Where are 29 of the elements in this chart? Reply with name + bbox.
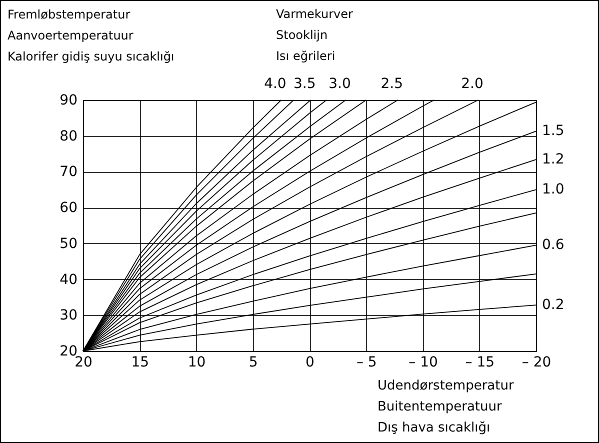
series-label: 3.0 bbox=[328, 76, 351, 92]
legend-title: Varmekurver Stooklijn Isı eğrileri bbox=[276, 7, 354, 63]
series-label: 1.2 bbox=[542, 152, 564, 168]
x-tick-label: – 5 bbox=[356, 354, 377, 370]
x-tick-label: – 20 bbox=[522, 354, 552, 370]
y-tick-label: 90 bbox=[60, 92, 78, 108]
x-tick-label: – 10 bbox=[408, 354, 438, 370]
series-label: 1.5 bbox=[542, 123, 564, 140]
y-tick-label: 80 bbox=[60, 128, 78, 144]
x-axis-title: Udendørstemperatur Buitentemperatuur Dış hava sıcaklığı bbox=[378, 378, 514, 436]
x-tick-label: – 15 bbox=[465, 354, 495, 370]
series-label: 3.5 bbox=[294, 76, 316, 92]
y-tick-label: 30 bbox=[60, 308, 78, 324]
series-label: 4.0 bbox=[264, 76, 286, 92]
series-label: 1.0 bbox=[542, 182, 564, 198]
series-label: 2.5 bbox=[380, 76, 403, 92]
series-label: 2.0 bbox=[461, 76, 484, 92]
y-tick-label: 50 bbox=[60, 236, 78, 252]
series-label: 0.2 bbox=[542, 297, 564, 314]
x-tick-label: 5 bbox=[248, 354, 258, 370]
x-tick-label: 10 bbox=[188, 354, 206, 370]
y-axis-title: Fremløbstemperatur Aanvoertemperatuur Kalorifer gidiş suyu sıcaklığı bbox=[8, 8, 174, 64]
series-label: 0.6 bbox=[542, 237, 564, 254]
y-tick-label: 40 bbox=[60, 272, 78, 288]
y-tick-label: 70 bbox=[60, 164, 78, 180]
x-tick-label: 20 bbox=[74, 354, 92, 370]
x-tick-label: 15 bbox=[131, 354, 150, 370]
y-tick-label: 60 bbox=[60, 200, 78, 216]
x-tick-label: 0 bbox=[306, 354, 314, 370]
